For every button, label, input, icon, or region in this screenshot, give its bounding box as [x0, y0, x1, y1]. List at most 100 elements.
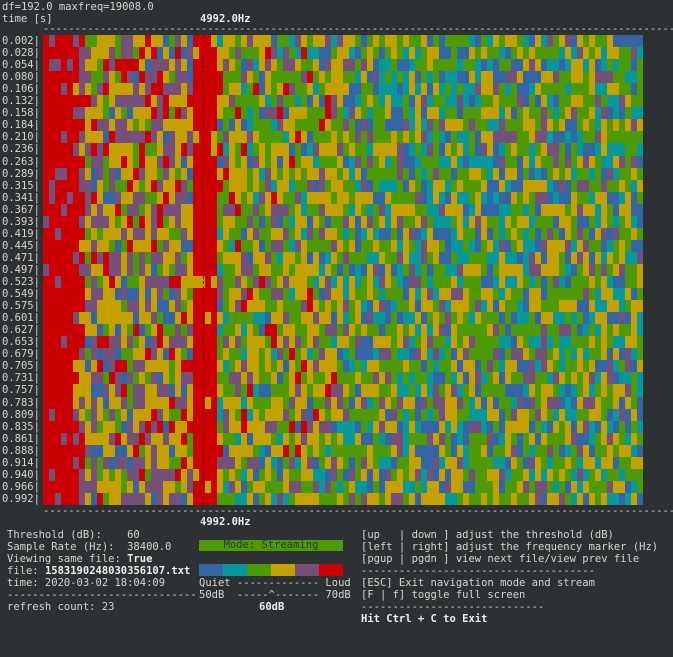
heatmap-cell: [109, 492, 115, 506]
heatmap-cell: [115, 276, 121, 289]
heatmap-cell: [313, 83, 319, 96]
heatmap-cell: [415, 312, 421, 325]
heatmap-cell: [451, 480, 457, 494]
heatmap-cell: [187, 396, 193, 410]
heatmap-cell: [625, 191, 631, 205]
heatmap-cell: [55, 251, 61, 265]
heatmap-cell: [139, 227, 145, 241]
heatmap-cell: [631, 372, 637, 385]
heatmap-cell: [373, 312, 379, 325]
heatmap-cell: [469, 119, 475, 132]
heatmap-cell: [397, 83, 403, 96]
heatmap-cell: [283, 59, 289, 72]
y-tick-label: 0.679|: [2, 348, 40, 361]
heatmap-cell: [121, 71, 127, 84]
heatmap-cell: [97, 408, 103, 422]
heatmap-cell: [595, 288, 601, 301]
heatmap-cell: [583, 336, 589, 349]
heatmap-cell: [613, 203, 619, 217]
heatmap-cell: [109, 239, 115, 253]
freq-marker-line[interactable]: [203, 35, 205, 505]
heatmap-cell: [451, 203, 457, 217]
heatmap-cell: [199, 83, 205, 96]
heatmap-cell: [337, 47, 343, 60]
heatmap-cell: [307, 119, 313, 132]
heatmap-cell: [247, 432, 253, 446]
heatmap-cell: [193, 360, 199, 373]
y-tick-label: 0.809|: [2, 408, 40, 421]
heatmap-cell: [265, 312, 271, 325]
heatmap-cell: [529, 167, 535, 181]
heatmap-cell: [271, 492, 277, 506]
heatmap-cell: [43, 300, 49, 313]
heatmap-cell: [211, 119, 217, 132]
heatmap-cell: [481, 191, 487, 205]
heatmap-cell: [499, 83, 505, 96]
heatmap-cell: [619, 300, 625, 313]
heatmap-cell: [463, 95, 469, 108]
heatmap-cell: [511, 143, 517, 156]
heatmap-cell: [481, 83, 487, 96]
heatmap-cell: [205, 432, 211, 446]
heatmap-cell: [385, 372, 391, 385]
heatmap-cell: [169, 468, 175, 482]
heatmap-cell: [559, 155, 565, 169]
heatmap-cell: [433, 492, 439, 506]
y-tick-label: 0.419|: [2, 227, 40, 240]
heatmap-cell: [139, 131, 145, 144]
heatmap-cell: [349, 396, 355, 410]
heatmap-cell: [121, 179, 127, 193]
heatmap-cell: [595, 239, 601, 253]
heatmap-cell: [121, 203, 127, 217]
heatmap-cell: [223, 83, 229, 96]
heatmap-cell: [85, 251, 91, 265]
heatmap-cell: [505, 444, 511, 458]
heatmap-cell: [73, 83, 79, 96]
heatmap-cell: [367, 191, 373, 205]
heatmap-cell: [67, 227, 73, 241]
heatmap-cell: [511, 384, 517, 398]
heatmap-cell: [409, 251, 415, 265]
heatmap-cell: [589, 372, 595, 385]
heatmap-cell: [127, 119, 133, 132]
heatmap-cell: [361, 119, 367, 132]
heatmap-cell: [301, 167, 307, 181]
heatmap-cell: [595, 227, 601, 241]
heatmap-cell: [613, 384, 619, 398]
heatmap-cell: [115, 408, 121, 422]
heatmap-cell: [505, 59, 511, 72]
heatmap-cell: [409, 492, 415, 506]
heatmap-cell: [529, 107, 535, 120]
heatmap-cell: [235, 107, 241, 120]
heatmap-cell: [607, 131, 613, 144]
heatmap-cell: [247, 324, 253, 337]
heatmap-cell: [313, 263, 319, 277]
heatmap-cell: [67, 155, 73, 169]
heatmap-cell: [307, 420, 313, 434]
heatmap-cell: [607, 444, 613, 458]
heatmap-cell: [457, 179, 463, 193]
heatmap-cell: [43, 384, 49, 398]
heatmap-cell: [577, 83, 583, 96]
heatmap-cell: [181, 47, 187, 60]
heatmap-cell: [469, 83, 475, 96]
heatmap-cell: [463, 492, 469, 506]
heatmap-cell: [307, 191, 313, 205]
heatmap-cell: [373, 203, 379, 217]
heatmap-cell: [271, 384, 277, 398]
heatmap-cell: [175, 59, 181, 72]
heatmap-cell: [595, 107, 601, 120]
heatmap-cell: [187, 251, 193, 265]
heatmap-cell: [463, 288, 469, 301]
heatmap-cell: [61, 396, 67, 410]
heatmap-cell: [595, 420, 601, 434]
heatmap-cell: [343, 336, 349, 349]
heatmap-cell: [109, 360, 115, 373]
heatmap-cell: [397, 312, 403, 325]
heatmap-cell: [127, 83, 133, 96]
heatmap-cell: [115, 59, 121, 72]
heatmap-cell: [289, 191, 295, 205]
heatmap-cell: [55, 83, 61, 96]
heatmap-cell: [565, 95, 571, 108]
heatmap-cell: [463, 372, 469, 385]
